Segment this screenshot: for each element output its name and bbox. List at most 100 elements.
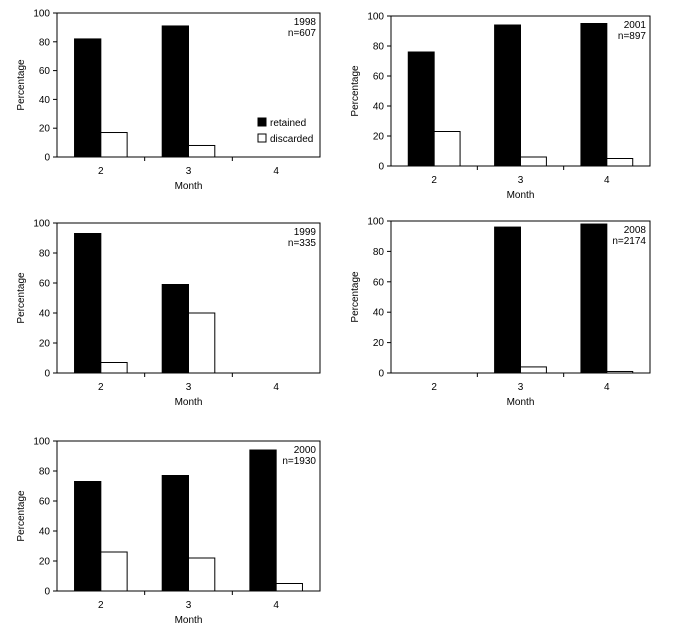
bar-retained bbox=[249, 449, 277, 592]
x-tick-label: 3 bbox=[186, 600, 192, 611]
y-tick-label: 60 bbox=[373, 72, 385, 83]
bar-retained bbox=[161, 284, 189, 374]
bar-discarded bbox=[520, 156, 547, 167]
y-tick-label: 80 bbox=[39, 37, 51, 48]
y-tick-label: 0 bbox=[44, 369, 50, 380]
y-tick-label: 40 bbox=[39, 527, 51, 538]
y-tick-label: 60 bbox=[373, 277, 385, 288]
x-axis-title: Month bbox=[175, 397, 203, 408]
y-tick-label: 60 bbox=[39, 66, 51, 77]
x-tick-label: 4 bbox=[273, 600, 279, 611]
y-tick-label: 80 bbox=[373, 247, 385, 258]
bar-discarded bbox=[275, 583, 303, 592]
panel-annotation: 2008 bbox=[624, 225, 647, 236]
y-tick-label: 20 bbox=[39, 339, 51, 350]
x-tick-label: 2 bbox=[98, 600, 104, 611]
x-tick-label: 2 bbox=[431, 382, 437, 393]
y-axis-title: Percentage bbox=[16, 272, 27, 324]
legend-swatch bbox=[257, 117, 267, 127]
x-axis-title: Month bbox=[175, 615, 203, 626]
bar-retained bbox=[580, 23, 608, 167]
panel-annotation: 1998 bbox=[294, 17, 317, 28]
y-tick-label: 80 bbox=[373, 42, 385, 53]
x-tick-label: 2 bbox=[98, 382, 104, 393]
bar-discarded bbox=[100, 362, 128, 374]
bar-discarded bbox=[100, 132, 128, 158]
y-tick-label: 0 bbox=[44, 153, 50, 164]
y-axis-title: Percentage bbox=[16, 490, 27, 542]
x-tick-label: 3 bbox=[186, 382, 192, 393]
bar-discarded bbox=[606, 158, 634, 167]
x-tick-label: 4 bbox=[273, 382, 279, 393]
y-tick-label: 20 bbox=[39, 124, 51, 135]
bar-discarded bbox=[433, 131, 461, 167]
x-tick-label: 4 bbox=[604, 175, 610, 186]
y-tick-label: 40 bbox=[373, 308, 385, 319]
x-tick-label: 2 bbox=[98, 166, 104, 177]
bar-retained bbox=[580, 223, 608, 374]
y-axis-title: Percentage bbox=[350, 271, 361, 323]
legend-label: retained bbox=[270, 118, 306, 129]
y-axis-title: Percentage bbox=[16, 59, 27, 111]
panel-annotation: 1999 bbox=[294, 227, 317, 238]
bar-discarded bbox=[606, 370, 634, 374]
y-tick-label: 80 bbox=[39, 467, 51, 478]
x-axis-title: Month bbox=[507, 190, 535, 201]
bar-retained bbox=[494, 24, 522, 167]
x-tick-label: 3 bbox=[518, 382, 524, 393]
bar-retained bbox=[74, 38, 102, 158]
y-tick-label: 40 bbox=[373, 102, 385, 113]
bar-discarded bbox=[188, 144, 216, 158]
panel-annotation: n=335 bbox=[288, 238, 317, 249]
bar-retained bbox=[161, 25, 189, 158]
y-tick-label: 100 bbox=[33, 219, 50, 230]
y-axis-title: Percentage bbox=[350, 65, 361, 117]
y-tick-label: 100 bbox=[33, 9, 50, 20]
bar-retained bbox=[494, 226, 522, 374]
y-tick-label: 80 bbox=[39, 249, 51, 260]
y-tick-label: 20 bbox=[39, 557, 51, 568]
y-tick-label: 0 bbox=[378, 369, 384, 380]
panel-annotation: 2000 bbox=[294, 445, 317, 456]
y-tick-label: 20 bbox=[373, 338, 385, 349]
y-tick-label: 40 bbox=[39, 309, 51, 320]
y-tick-label: 100 bbox=[367, 217, 384, 228]
bar-discarded bbox=[188, 557, 216, 592]
bar-discarded bbox=[188, 312, 216, 374]
legend-swatch bbox=[257, 133, 267, 143]
y-tick-label: 60 bbox=[39, 497, 51, 508]
panel-annotation: n=897 bbox=[618, 31, 647, 42]
y-tick-label: 100 bbox=[33, 437, 50, 448]
x-tick-label: 2 bbox=[431, 175, 437, 186]
x-axis-title: Month bbox=[175, 181, 203, 192]
bar-retained bbox=[74, 481, 102, 592]
bar-discarded bbox=[520, 366, 547, 374]
x-tick-label: 4 bbox=[273, 166, 279, 177]
y-tick-label: 0 bbox=[378, 162, 384, 173]
x-axis-title: Month bbox=[507, 397, 535, 408]
bar-discarded bbox=[100, 551, 128, 592]
bar-retained bbox=[74, 233, 102, 374]
y-tick-label: 0 bbox=[44, 587, 50, 598]
y-tick-label: 60 bbox=[39, 279, 51, 290]
panel-annotation: n=1930 bbox=[282, 456, 316, 467]
bar-retained bbox=[407, 51, 435, 167]
legend-label: discarded bbox=[270, 134, 313, 145]
panel-annotation: n=607 bbox=[288, 28, 317, 39]
y-tick-label: 20 bbox=[373, 132, 385, 143]
panel-annotation: n=2174 bbox=[612, 236, 646, 247]
y-tick-label: 40 bbox=[39, 95, 51, 106]
legend: retained discarded bbox=[257, 117, 313, 145]
x-tick-label: 3 bbox=[186, 166, 192, 177]
panel-annotation: 2001 bbox=[624, 20, 647, 31]
x-tick-label: 4 bbox=[604, 382, 610, 393]
bar-retained bbox=[161, 475, 189, 592]
y-tick-label: 100 bbox=[367, 12, 384, 23]
x-tick-label: 3 bbox=[518, 175, 524, 186]
